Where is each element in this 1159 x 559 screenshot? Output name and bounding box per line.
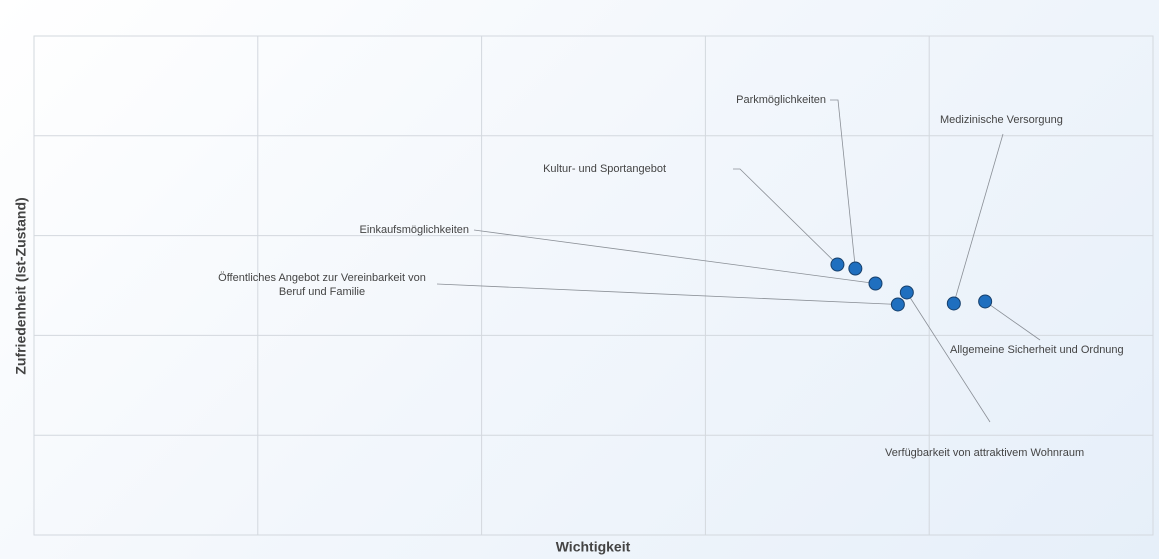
leader-lines <box>436 99 1041 423</box>
point-label-box: Öffentliches Angebot zur Vereinbarkeit v… <box>218 272 426 298</box>
x-axis-label: Wichtigkeit <box>556 539 631 555</box>
point-label: Einkaufsmöglichkeiten <box>360 224 469 236</box>
point <box>978 294 993 309</box>
leader-line <box>984 301 1041 341</box>
point-label: Verfügbarkeit von attraktivem Wohnraum <box>885 447 1084 459</box>
point <box>899 285 914 300</box>
leader-line <box>733 168 838 265</box>
point-label: Öffentliches Angebot zur Vereinbarkeit v… <box>218 272 426 298</box>
y-axis-label: Zufriedenheit (Ist-Zustand) <box>13 197 29 374</box>
point <box>946 296 961 311</box>
point-label: Kultur- und Sportangebot <box>543 163 666 175</box>
point-label: Allgemeine Sicherheit und Ordnung <box>950 344 1124 356</box>
leader-line <box>473 229 876 284</box>
leader-line <box>953 133 1004 304</box>
leader-line <box>436 283 898 305</box>
plot-frame <box>33 35 1154 536</box>
point <box>848 261 863 276</box>
leader-line <box>906 292 991 423</box>
point <box>890 297 905 312</box>
leader-line <box>830 99 856 269</box>
point-label: Parkmöglichkeiten <box>736 94 826 106</box>
point <box>830 257 845 272</box>
point <box>868 276 883 291</box>
point-label: Medizinische Versorgung <box>940 114 1063 126</box>
